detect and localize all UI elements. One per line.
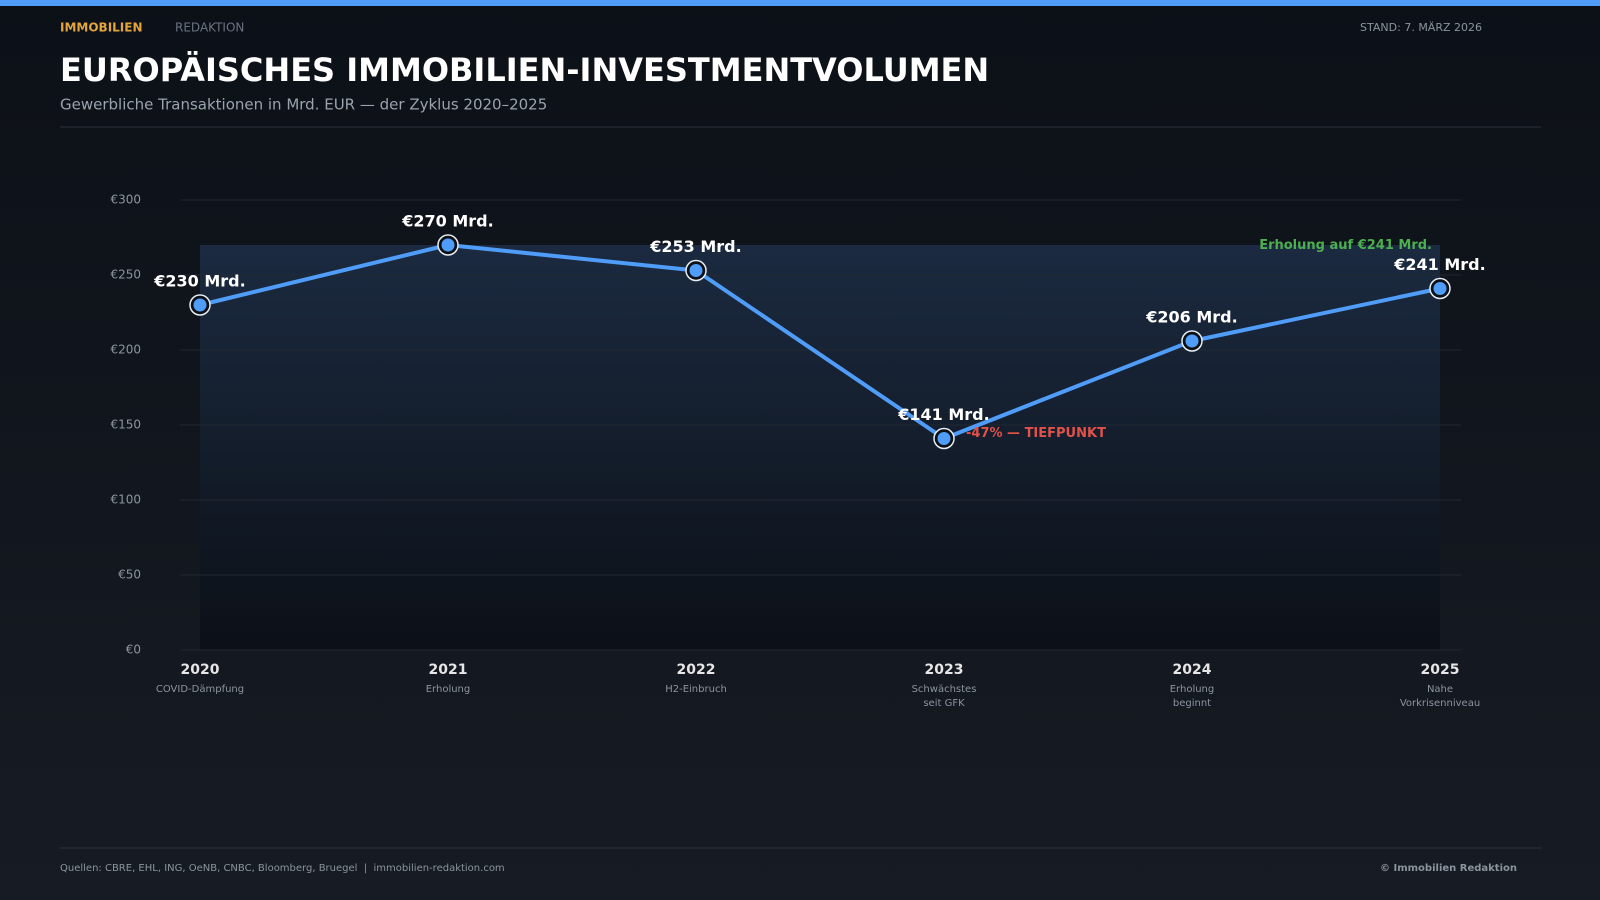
top-bar [0,0,1600,6]
chart-subtitle: Gewerbliche Transaktionen in Mrd. EUR — … [60,96,547,114]
x-tick-label: 2022 [677,662,716,678]
footer-copyright: © Immobilien Redaktion [1380,863,1517,874]
x-tick-note: beginnt [1173,698,1211,709]
x-tick-note: Nahe [1427,684,1453,695]
point [689,264,703,277]
x-tick-label: 2025 [1421,662,1460,678]
x-tick-label: 2020 [181,662,220,678]
y-tick-label: €0 [126,643,141,657]
y-tick-label: €200 [110,343,141,357]
plot: €0 €50 €100 €150 €200 €250 €300 2020 COVID-Dämpf… [110,193,1485,710]
x-tick-note: Erholung [426,684,471,695]
x-tick-note: Erholung [1170,684,1215,695]
point [193,298,207,312]
x-tick-note: COVID-Dämpfung [156,684,244,695]
point [1433,282,1447,295]
x-tick-note: Schwächstes [912,684,977,695]
point [441,238,455,252]
chart-title: EUROPÄISCHES IMMOBILIEN-INVESTMENTVOLUME… [60,51,989,89]
annotation: Erholung auf €241 Mrd. [1259,238,1432,253]
y-tick-label: €250 [110,268,141,282]
footer-sources: Quellen: CBRE, EHL, ING, OeNB, CNBC, Blo… [60,863,505,874]
y-tick-label: €150 [110,418,141,432]
y-tick-label: €300 [110,193,141,207]
x-tick-note: seit GFK [923,698,965,709]
x-tick-label: 2023 [925,662,964,678]
value-label: €230 Mrd. [153,272,245,291]
brand-label: REDAKTION [175,21,244,35]
area-band [200,245,1440,650]
line [199,243,1441,441]
point [937,432,951,445]
annotation: -47% — TIEFPUNKT [966,426,1106,441]
x-tick-label: 2024 [1173,662,1212,678]
value-label: €206 Mrd. [1145,308,1237,327]
y-tick-label: €100 [110,493,141,507]
value-label: €270 Mrd. [401,212,493,231]
value-label: €253 Mrd. [649,237,741,256]
x-tick-note: Vorkrisenniveau [1400,698,1480,709]
y-tick-label: €50 [118,568,141,582]
section-label: IMMOBILIEN [60,21,143,35]
value-label: €141 Mrd. [897,405,989,424]
x-tick-label: 2021 [429,662,468,678]
point [1185,334,1199,348]
value-label: €241 Mrd. [1393,255,1485,274]
x-tick-note: H2-Einbruch [665,684,727,695]
date-label: STAND: 7. MÄRZ 2026 [1360,21,1482,34]
